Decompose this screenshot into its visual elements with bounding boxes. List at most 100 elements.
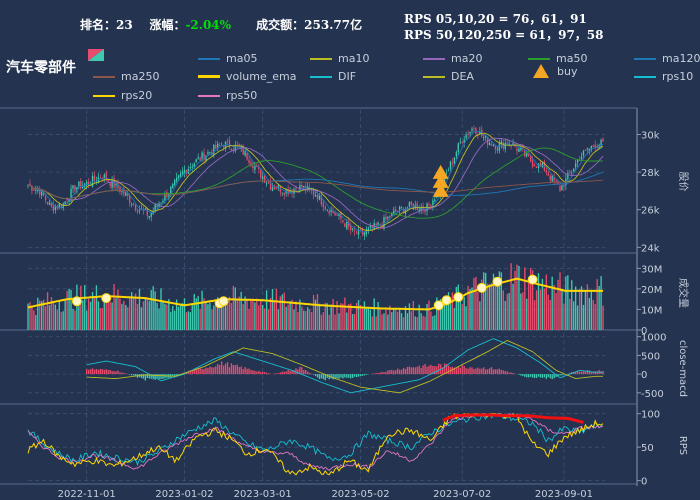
volume-bar [74,310,76,330]
macd-bar [262,371,264,375]
candle-body [267,182,270,184]
volume-highlight-point [492,276,503,287]
candle-body [557,181,559,185]
macd-bar [365,374,368,375]
macd-bar [320,374,323,379]
macd-bar [250,370,252,375]
candle-body [520,147,522,151]
macd-bar [490,367,493,375]
volume-bar [594,304,596,330]
macd-bar [543,374,546,378]
macd-bar [561,374,563,376]
macd-bar [195,368,197,375]
volume-bar [404,306,407,330]
y-tick-label: 20M [641,285,662,296]
candle-body [144,208,147,210]
volume-bar [379,307,381,330]
volume-bar [598,285,600,330]
volume-bar [342,303,344,330]
macd-bar [387,370,389,375]
volume-bar [473,277,475,330]
buy-marker [432,182,449,197]
volume-bar [395,308,397,330]
macd-bar [111,371,113,375]
candle-body [154,204,156,212]
volume-bar [443,303,446,330]
candle-body [205,155,207,161]
volume-bar [529,267,532,330]
volume-bar [561,289,563,330]
volume-bar [465,306,467,330]
volume-bar [48,305,51,330]
candle-body [533,164,536,167]
macd-bar [193,368,195,375]
candle-body [174,179,176,186]
volume-bar [553,284,555,330]
macd-bar [291,370,293,375]
macd-bar [314,374,317,377]
volume-bar [592,299,594,330]
candle-body [477,135,479,137]
rank-label: 排名： [80,18,117,32]
change-label: 涨幅： [149,18,186,32]
macd-bar [189,370,192,375]
candle-body [580,156,583,160]
volume-bar [430,311,432,330]
volume-bar [123,300,125,330]
volume-bar [584,290,587,330]
macd-bar [461,365,463,375]
volume-bar [64,300,66,330]
volume-bar [54,304,57,330]
macd-bar [361,374,364,376]
volume-bar [580,286,583,330]
volume-bar [201,290,203,330]
macd-bar [107,370,109,375]
macd-bar [586,370,589,375]
volume-bar [211,309,213,330]
macd-bar [119,372,121,375]
y-tick-label: 100 [641,410,660,421]
macd-bar [416,366,418,375]
candle-body [105,173,107,181]
candle-body [524,149,526,157]
candle-body [526,152,528,157]
macd-bar [217,363,219,375]
macd-bar [426,366,428,375]
macd-bar [541,374,544,378]
rps-line-1: RPS 05,10,20 = 76，61，91 [404,12,587,26]
y-tick-label: 50 [641,443,654,454]
candle-body [226,140,229,142]
volume-bar [486,283,489,330]
y-tick-label: 30M [641,264,662,275]
volume-bar [563,303,565,330]
macd-bar [197,368,199,375]
macd-bar [479,368,481,375]
volume-bar [285,306,287,330]
macd-bar [232,364,235,375]
candle-body [518,148,520,153]
candle-body [535,166,538,169]
volume-bar [520,293,522,330]
volume-bar [58,301,60,330]
volume-bar [85,310,88,330]
candle-body [234,144,237,151]
candle-body [242,146,244,155]
candle-body [555,180,557,182]
candle-body [78,181,80,187]
volume-bar [162,300,164,330]
candle-body [162,200,164,203]
candle-body [66,201,68,203]
candle-body [103,174,105,179]
y-tick-label: 0 [641,326,647,337]
candle-body [528,154,530,157]
macd-bar [201,368,203,375]
macd-bar [238,366,240,375]
candle-body [389,216,391,218]
macd-bar [295,368,297,375]
candle-body [396,210,399,212]
candle-body [393,210,395,214]
volume-bar [136,303,139,330]
volume-bar [555,293,557,330]
macd-bar [101,369,104,375]
macd-bar [492,369,495,375]
